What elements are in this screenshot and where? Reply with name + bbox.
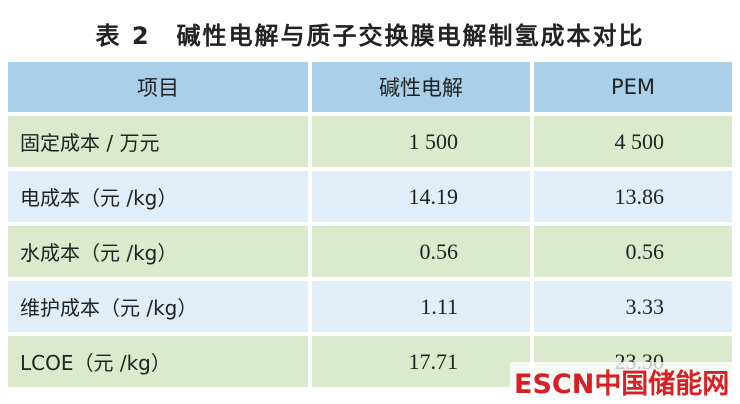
row-label: 电成本（元 /kg） [8,171,308,222]
row-label: 维护成本（元 /kg） [8,281,308,332]
column-header: 项目 [8,62,308,112]
table-cell: 4 500 [534,116,732,167]
column-header: PEM [534,62,732,112]
table-cell: 1.11 [312,281,530,332]
table: 项目 碱性电解 PEM 固定成本 / 万元 1 500 4 500 电成本（元 /kg） 14… [8,62,732,387]
table-title: 表 2 碱性电解与质子交换膜电解制氢成本对比 [95,22,645,50]
column-header: 碱性电解 [312,62,530,112]
watermark-site: 中国储能网 [594,369,730,400]
table-cell: 3.33 [534,281,732,332]
watermark-brand: ESCN [514,369,595,400]
table-cell: 0.56 [312,226,530,277]
row-label: 固定成本 / 万元 [8,116,308,167]
watermark: ESCN中国储能网 [510,362,734,401]
table-cell: 17.71 [312,336,530,387]
row-label: 水成本（元 /kg） [8,226,308,277]
table-cell: 13.86 [534,171,732,222]
row-label: LCOE（元 /kg） [8,336,308,387]
table-cell: 1 500 [312,116,530,167]
table-cell: 14.19 [312,171,530,222]
table-cell: 0.56 [534,226,732,277]
